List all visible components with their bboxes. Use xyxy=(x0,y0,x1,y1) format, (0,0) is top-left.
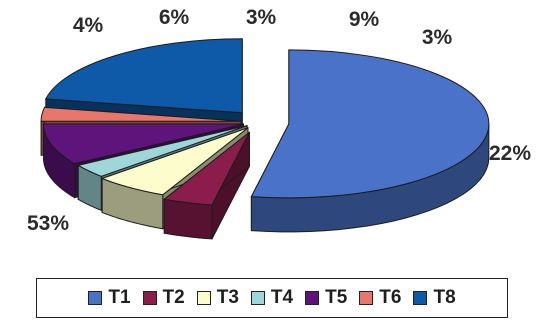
legend-swatch-t2 xyxy=(142,291,157,305)
pie-chart: 53% 4% 6% 3% 9% 3% 22% xyxy=(27,6,531,240)
data-label-t6: 3% xyxy=(422,26,453,49)
legend-swatch-t5 xyxy=(305,291,320,305)
legend-item-t5: T5 xyxy=(305,287,347,309)
legend-swatch-t1 xyxy=(88,291,103,305)
legend-label-t5: T5 xyxy=(325,287,348,308)
legend-item-t8: T8 xyxy=(413,287,456,309)
legend-swatch-t3 xyxy=(196,291,211,305)
data-label-t4: 3% xyxy=(246,6,277,29)
legend-item-t4: T4 xyxy=(250,287,294,309)
legend-label-t1: T1 xyxy=(108,287,131,308)
legend-item-t6: T6 xyxy=(359,287,401,309)
legend-swatch-t6 xyxy=(359,291,374,305)
data-label-t8: 22% xyxy=(489,142,531,165)
data-label-t1: 53% xyxy=(27,212,69,235)
legend-label-t2: T2 xyxy=(162,287,185,308)
slice-t1 xyxy=(250,49,490,233)
data-label-t5: 9% xyxy=(349,8,380,31)
legend-label-t4: T4 xyxy=(270,287,294,308)
legend-label-t6: T6 xyxy=(379,287,402,308)
slice-t2 xyxy=(163,131,250,240)
legend-swatch-t4 xyxy=(250,291,265,305)
legend-label-t8: T8 xyxy=(433,287,456,308)
chart-legend: T1 T2 T3 T4 T5 T6 T8 xyxy=(36,278,508,318)
data-label-t2: 4% xyxy=(73,14,104,37)
legend-item-t1: T1 xyxy=(88,287,131,309)
data-label-t3: 6% xyxy=(159,6,190,29)
legend-item-t2: T2 xyxy=(142,287,185,309)
legend-item-t3: T3 xyxy=(196,287,239,309)
legend-swatch-t8 xyxy=(413,291,428,305)
legend-label-t3: T3 xyxy=(216,287,239,308)
